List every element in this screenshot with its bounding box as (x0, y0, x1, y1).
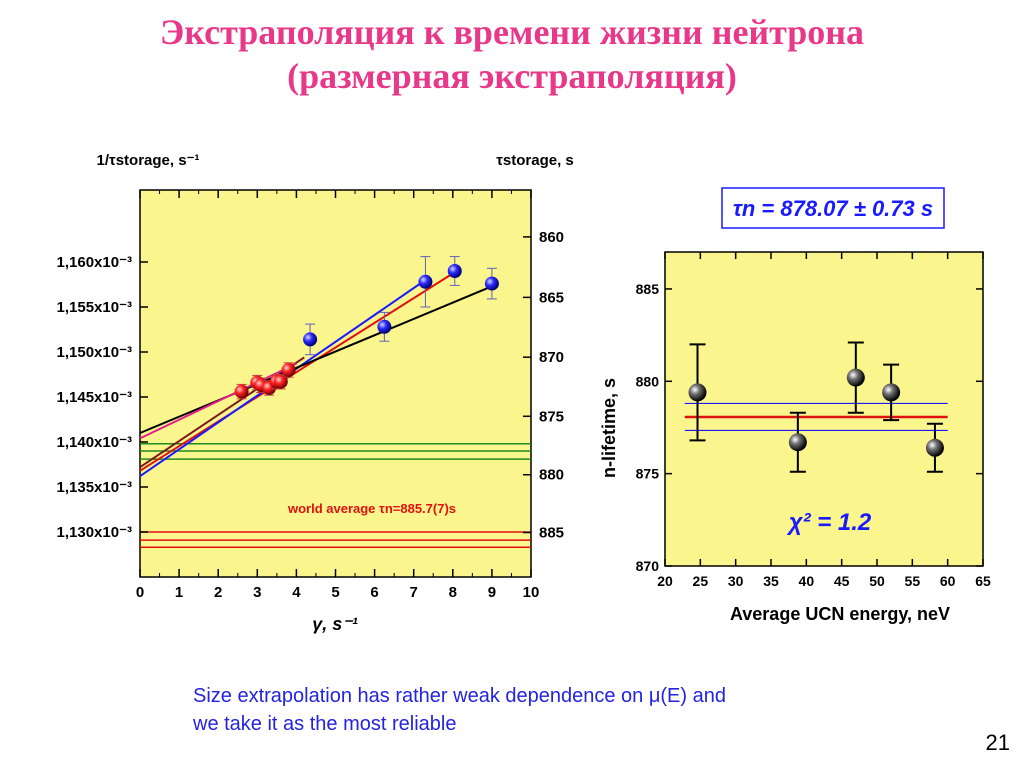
footnote-line2: we take it as the most reliable (193, 713, 457, 735)
right-point (788, 433, 807, 452)
left-x-tick-label: 5 (331, 584, 339, 601)
left-y-tick-label: 1,155x10⁻³ (57, 299, 132, 316)
left-chart: 0 1 2 3 4 5 6 7 8 9 10 1,130x10⁻³ 1,135x10⁻³ 1,140x1… (57, 152, 574, 634)
left-point-blue (447, 264, 462, 278)
page-number: 21 (985, 730, 1010, 755)
slide-title-line2: (размерная экстраполяция) (287, 56, 737, 96)
right-y-tick-label: 860 (539, 229, 564, 246)
world-average-annotation: world average τn=885.7(7)s (287, 501, 456, 516)
right-y-tick-label: 875 (636, 466, 660, 482)
left-x-tick-label: 6 (370, 584, 378, 601)
left-y-axis-label: 1/τstorage, s⁻¹ (97, 152, 200, 169)
left-plot-area (139, 189, 532, 578)
right-x-tick-label: 20 (657, 573, 673, 589)
left-point-red (273, 374, 288, 389)
formula-text: τn = 878.07 ± 0.73 s (733, 196, 933, 221)
right-chart: 20 25 30 35 40 45 50 55 60 65 870 875 880 885 Averag… (599, 187, 991, 624)
right-y-tick-label: 865 (539, 289, 564, 306)
right-y-axis-label: τstorage, s (496, 152, 574, 169)
left-x-tick-label: 1 (175, 584, 183, 601)
right-point (846, 368, 865, 387)
left-x-tick-label: 2 (214, 584, 222, 601)
left-x-tick-label: 3 (253, 584, 261, 601)
left-point-red (234, 384, 249, 399)
left-point-blue (377, 319, 392, 334)
right-x-tick-label: 55 (905, 573, 921, 589)
left-fit-line-red (139, 270, 458, 472)
left-point-red (281, 363, 296, 377)
chi2-label: χ² = 1.2 (786, 509, 872, 536)
right-y-tick-label: 875 (539, 408, 564, 425)
left-y-tick-label: 1,150x10⁻³ (57, 344, 132, 361)
right-y-tick-label: 870 (539, 349, 564, 366)
left-point-blue (418, 274, 433, 289)
left-x-tick-label: 4 (292, 584, 301, 601)
right-y-tick-label: 880 (539, 467, 564, 484)
footnote-line1: Size extrapolation has rather weak depen… (193, 685, 726, 707)
left-y-tick-label: 1,135x10⁻³ (57, 479, 132, 496)
right-y-tick-label: 885 (636, 281, 660, 297)
left-x-tick-label: 9 (488, 584, 496, 601)
left-y-tick-label: 1,140x10⁻³ (57, 434, 132, 451)
right-point (925, 438, 944, 457)
slide-title-line1: Экстраполяция к времени жизни нейтрона (159, 12, 865, 52)
left-y-tick-label: 1,145x10⁻³ (57, 389, 132, 406)
right-x-tick-label: 40 (799, 573, 815, 589)
right-x-tick-label: 35 (763, 573, 779, 589)
right-x-tick-label: 65 (975, 573, 991, 589)
formula-box (721, 187, 945, 229)
left-x-tick-label: 7 (410, 584, 418, 601)
right-y-tick-label: 870 (636, 558, 660, 574)
right-x-tick-label: 25 (693, 573, 709, 589)
footnote: Size extrapolation has rather weak depen… (193, 682, 726, 738)
right-x-axis-label: Average UCN energy, neV (730, 604, 950, 624)
right-x-tick-label: 50 (869, 573, 885, 589)
left-x-axis-label: γ, s⁻¹ (312, 614, 358, 634)
right-x-tick-label: 30 (728, 573, 744, 589)
right-y-tick-label: 885 (539, 525, 564, 542)
right-x-tick-label: 45 (834, 573, 850, 589)
left-x-tick-label: 0 (136, 584, 144, 601)
left-point-blue (303, 332, 318, 347)
right-y-axis-label-rotated: n-lifetime, s (599, 378, 619, 478)
right-point (882, 383, 901, 402)
right-plot-area (664, 251, 984, 567)
right-point (688, 383, 707, 402)
left-point-blue (484, 276, 499, 291)
left-y-tick-label: 1,160x10⁻³ (57, 254, 132, 271)
left-fit-line-magenta (139, 362, 297, 440)
left-fit-line-black (139, 285, 493, 434)
left-x-tick-label: 10 (523, 584, 540, 601)
right-x-tick-label: 60 (940, 573, 956, 589)
left-x-tick-label: 8 (449, 584, 457, 601)
left-y-tick-label: 1,130x10⁻³ (57, 524, 132, 541)
right-y-tick-label: 880 (636, 373, 660, 389)
